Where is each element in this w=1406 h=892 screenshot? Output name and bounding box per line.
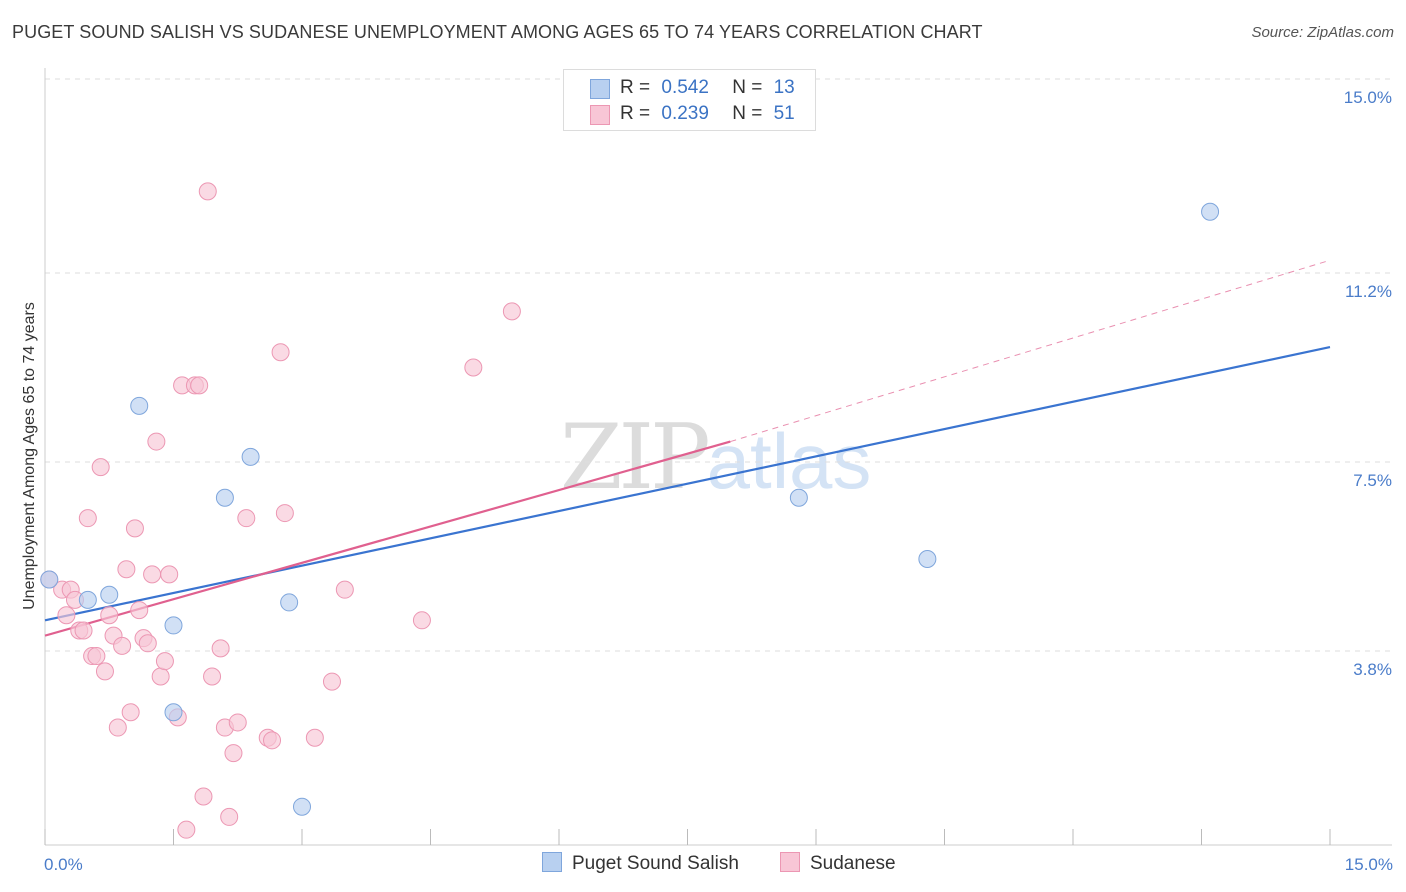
bottom-legend-label: Puget Sound Salish [572,853,739,874]
point-sudanese [211,639,230,658]
tick-label-layer: 3.8% 7.5% 11.2% 15.0% 0.0% 15.0% [44,88,1393,874]
bottom-legend-swatch-blue [542,852,562,872]
trend-layer [44,259,1331,637]
point-puget-sound-salish [164,703,183,722]
legend-n-value: 51 [773,103,795,124]
point-sudanese [190,376,209,395]
point-sudanese [78,509,97,528]
point-sudanese [335,580,354,599]
point-puget-sound-salish [215,488,234,507]
trendline-puget-sound-salish [44,346,1331,622]
point-sudanese [275,504,294,523]
legend-n-label: N = [732,77,763,98]
point-sudanese [91,458,110,477]
legend-r-label: R = [620,77,651,98]
legend-swatch-pink [590,105,610,125]
watermark-zip: ZIP [560,405,711,510]
chart-title: PUGET SOUND SALISH VS SUDANESE UNEMPLOYM… [12,22,983,42]
point-puget-sound-salish [40,570,59,589]
point-sudanese [464,358,483,377]
point-sudanese [117,560,136,579]
point-puget-sound-salish [130,396,149,415]
point-sudanese [113,636,132,655]
legend-n-label: N = [732,103,763,124]
point-puget-sound-salish [164,616,183,635]
point-sudanese [237,509,256,528]
point-sudanese [263,731,282,750]
point-sudanese [160,565,179,584]
point-sudanese [125,519,144,538]
x-tick-label: 0.0% [44,855,83,874]
point-sudanese [224,744,243,763]
legend-n-value: 13 [773,77,795,98]
point-puget-sound-salish [293,797,311,816]
point-puget-sound-salish [918,550,937,569]
point-sudanese [147,432,166,451]
point-sudanese [198,182,217,201]
legend-r-value: 0.542 [661,77,709,98]
axis-layer [44,68,1392,846]
point-sudanese [220,807,239,826]
point-sudanese [271,343,290,362]
trendline-sudanese-extension [730,259,1331,443]
point-sudanese [322,672,341,691]
point-sudanese [108,718,127,737]
source-label: Source: ZipAtlas.com [1251,24,1394,41]
y-tick-label: 7.5% [1353,471,1392,490]
bottom-legend-sudanese: Sudanese [780,852,896,875]
point-layer [40,182,1220,839]
point-sudanese [143,565,162,584]
point-sudanese [155,652,174,671]
point-sudanese [203,667,222,686]
bottom-legend-swatch-pink [780,852,800,872]
watermark: ZIPatlas [560,405,871,510]
bottom-legend-label: Sudanese [810,853,896,874]
point-sudanese [228,713,247,732]
bottom-legend-puget-sound-salish: Puget Sound Salish [542,852,739,875]
correlation-legend: R = 0.542 N = 13 R = 0.239 N = 51 [563,69,816,131]
point-sudanese [130,601,149,620]
point-sudanese [151,667,170,686]
y-tick-label: 11.2% [1345,282,1392,301]
y-tick-label: 3.8% [1353,660,1392,679]
legend-swatch-blue [590,79,610,99]
legend-r-label: R = [620,103,651,124]
x-tick-label: 15.0% [1345,855,1393,874]
point-puget-sound-salish [241,447,260,466]
point-sudanese [100,606,119,625]
trendline-sudanese [44,440,731,637]
point-puget-sound-salish [280,593,299,612]
point-sudanese [138,634,157,653]
point-sudanese [194,787,213,806]
y-axis-label: Unemployment Among Ages 65 to 74 years [21,302,38,610]
point-puget-sound-salish [789,488,808,507]
point-sudanese [74,621,93,640]
point-sudanese [502,302,521,321]
point-sudanese [57,606,76,625]
point-puget-sound-salish [100,585,119,604]
legend-r-value: 0.239 [661,103,709,124]
point-sudanese [87,647,106,666]
y-tick-label: 15.0% [1344,88,1392,107]
point-sudanese [177,820,196,839]
point-puget-sound-salish [78,590,97,609]
grid-layer [45,78,1392,652]
point-sudanese [95,662,114,681]
point-sudanese [412,611,431,630]
point-puget-sound-salish [1201,202,1220,221]
point-sudanese [305,728,324,747]
point-sudanese [121,703,140,722]
